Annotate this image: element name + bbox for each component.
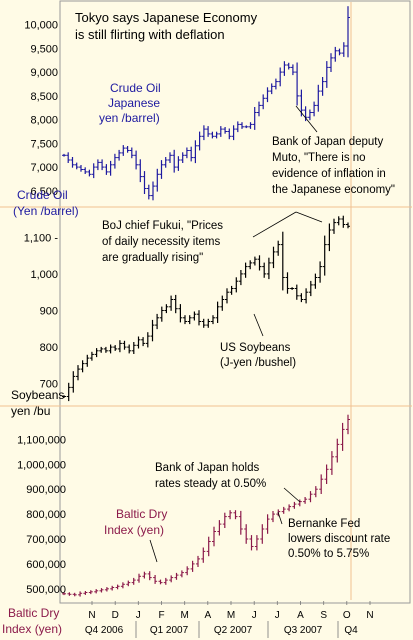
muto-annotation-3: evidence of inflation in bbox=[272, 168, 386, 180]
boj-holds-pointer bbox=[283, 487, 301, 503]
bernanke-annotation-3: 0.50% to 5.75% bbox=[288, 548, 369, 560]
soybeans-panel: 700 800 900 1,000 1,100 - bbox=[24, 215, 350, 402]
oil-y-tick-label: 9,500 bbox=[30, 43, 58, 55]
soy-y-tick-label: 1,000 bbox=[30, 269, 58, 281]
x-month-label: M bbox=[181, 610, 189, 621]
baltic-ylabel-2: Index (yen) bbox=[2, 622, 62, 636]
bdi-y-tick-label: 800,000 bbox=[26, 509, 66, 521]
bdi-y-tick-label: 500,000 bbox=[26, 584, 66, 596]
bdi-y-tick-label: 700,000 bbox=[26, 534, 66, 546]
boj-holds-annotation-2: rates steady at 0.50% bbox=[155, 478, 266, 490]
x-month-label: A bbox=[204, 610, 211, 621]
crude-oil-panel: 6,500 7,000 7,500 8,000 8,500 9,000 9,500 10,00… bbox=[24, 6, 350, 201]
x-quarter-label: Q4 bbox=[344, 625, 358, 636]
x-quarter-label: Q3 2007 bbox=[284, 625, 323, 636]
soy-y-tick-label: 700 bbox=[40, 379, 58, 391]
x-month-label: O bbox=[343, 610, 351, 621]
soybeans-label-pointer bbox=[253, 313, 264, 337]
x-quarter-label: Q1 2007 bbox=[150, 625, 189, 636]
soybeans-series-label-1: US Soybeans bbox=[220, 342, 291, 354]
x-quarter-label: Q4 2006 bbox=[85, 625, 124, 636]
soy-y-tick-label: 1,100 - bbox=[24, 232, 59, 244]
baltic-series-label-2: Index (yen) bbox=[104, 523, 164, 537]
oil-y-tick-label: 9,000 bbox=[30, 67, 58, 79]
fukui-annotation-pointer-a bbox=[252, 211, 297, 238]
crude-oil-series-label-2: Japanese bbox=[108, 96, 160, 110]
x-month-label: D bbox=[112, 610, 119, 621]
fukui-annotation-2: of daily necessity items bbox=[102, 236, 220, 248]
oil-y-tick-label: 8,500 bbox=[30, 91, 58, 103]
x-month-label: J bbox=[275, 610, 280, 621]
bdi-y-tick-label: 1,000,000 bbox=[17, 459, 66, 471]
crude-oil-series-label: Crude Oil Japanese yen /barrel) bbox=[99, 81, 161, 125]
crude-oil-ylabel-1: Crude Oil bbox=[17, 188, 68, 202]
soybeans-ylabel-2: yen /bu bbox=[11, 404, 50, 418]
crude-oil-ylabel-2: (Yen /barrel) bbox=[13, 204, 79, 218]
soybeans-series-label-2: (J-yen /bushel) bbox=[220, 357, 296, 369]
muto-annotation-pointer bbox=[295, 105, 318, 133]
fukui-annotation-3: are gradually rising" bbox=[102, 252, 203, 264]
x-quarter-label: Q2 2007 bbox=[214, 625, 253, 636]
baltic-ylabel-1: Baltic Dry bbox=[8, 606, 59, 620]
x-month-label: J bbox=[136, 610, 141, 621]
chart-title-line1: Tokyo says Japanese Economy bbox=[75, 10, 258, 25]
bdi-y-tick-label: 900,000 bbox=[26, 484, 66, 496]
bernanke-pointer bbox=[277, 511, 283, 525]
x-month-label: S bbox=[320, 610, 327, 621]
baltic-series-label-1: Baltic Dry bbox=[116, 507, 167, 521]
muto-annotation-2: Muto, "There is no bbox=[272, 152, 366, 164]
oil-y-tick-label: 7,000 bbox=[30, 162, 58, 174]
bernanke-annotation-2: lowers discount rate bbox=[288, 533, 390, 545]
muto-annotation-4: the Japanese economy" bbox=[272, 184, 395, 196]
bdi-y-tick-label: 1,100,000 bbox=[17, 434, 66, 446]
bdi-y-tick-label: 600,000 bbox=[26, 559, 66, 571]
x-axis: N D J F M A M J J A S O N Q4 2006 Q1 2007 Q2 2007 Q3 200… bbox=[85, 601, 374, 638]
oil-y-tick-label: 7,500 bbox=[30, 138, 58, 150]
oil-y-tick-label: 10,000 bbox=[24, 20, 58, 32]
oil-y-tick-label: 6,500 bbox=[30, 186, 58, 198]
soybeans-ylabel-1: Soybeans bbox=[11, 388, 64, 402]
crude-oil-series-label-3: yen /barrel) bbox=[99, 111, 160, 125]
x-month-label: J bbox=[252, 610, 257, 621]
oil-y-tick-label: 8,000 bbox=[30, 115, 58, 127]
fukui-annotation-pointer-b bbox=[295, 211, 323, 223]
chart-title-line2: is still flirting with deflation bbox=[75, 27, 225, 42]
baltic-dry-panel: 500,000 600,000 700,000 800,000 900,000 1,000… bbox=[17, 414, 350, 597]
fukui-annotation-1: BoJ chief Fukui, "Prices bbox=[102, 220, 223, 232]
plot-frame bbox=[59, 0, 411, 604]
x-month-label: A bbox=[297, 610, 304, 621]
baltic-label-pointer bbox=[149, 539, 158, 563]
x-month-label: F bbox=[158, 610, 164, 621]
x-month-label: M bbox=[227, 610, 235, 621]
x-month-label: N bbox=[366, 610, 373, 621]
crude-oil-series-label-1: Crude Oil bbox=[110, 81, 161, 95]
muto-annotation-1: Bank of Japan deputy bbox=[272, 136, 383, 148]
x-month-label: N bbox=[88, 610, 95, 621]
soy-y-tick-label: 800 bbox=[40, 342, 58, 354]
boj-holds-annotation-1: Bank of Japan holds bbox=[155, 462, 259, 474]
bernanke-annotation-1: Bernanke Fed bbox=[288, 518, 360, 530]
soy-y-tick-label: 900 bbox=[40, 305, 58, 317]
